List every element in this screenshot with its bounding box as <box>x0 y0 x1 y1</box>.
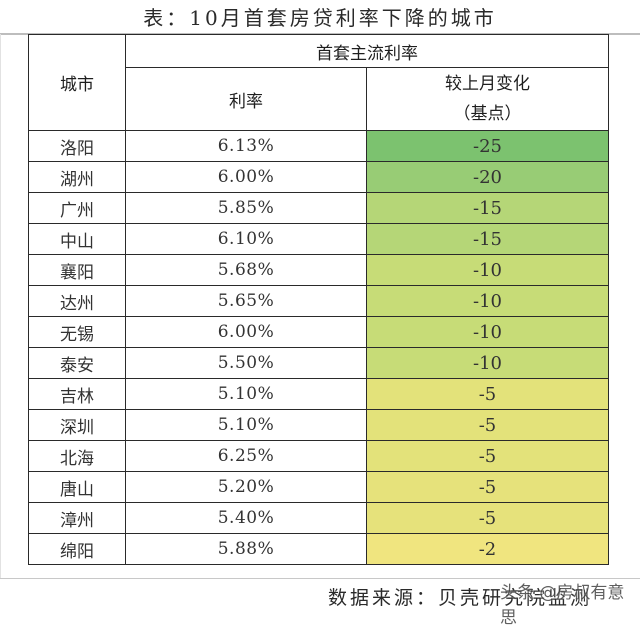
cell-city: 泰安 <box>28 347 126 379</box>
cell-city: 达州 <box>28 285 126 317</box>
cell-rate: 5.50% <box>125 347 367 379</box>
cell-change: -5 <box>366 502 609 534</box>
table-row: 中山 6.10% -15 <box>28 223 609 255</box>
cell-change: -5 <box>366 409 609 441</box>
table-row: 泰安 5.50% -10 <box>28 347 609 379</box>
table-row: 湖州 6.00% -20 <box>28 161 609 193</box>
cell-rate: 5.88% <box>125 533 367 565</box>
cell-rate: 5.68% <box>125 254 367 286</box>
cell-change: -2 <box>366 533 609 565</box>
cell-city: 中山 <box>28 223 126 255</box>
cell-rate: 6.10% <box>125 223 367 255</box>
source-note: 数据来源：贝壳研究院监测 <box>328 587 593 609</box>
cell-change: -10 <box>366 254 609 286</box>
cell-city: 北海 <box>28 440 126 472</box>
cell-change: -15 <box>366 192 609 224</box>
table-row: 达州 5.65% -10 <box>28 285 609 317</box>
table-row: 无锡 6.00% -10 <box>28 316 609 348</box>
rate-table: 城市 首套主流利率 利率 较上月变化 （基点） 洛阳 6.13% -25 湖州 6.00… <box>28 34 609 565</box>
cell-rate: 6.13% <box>125 130 367 162</box>
table-row: 漳州 5.40% -5 <box>28 502 609 534</box>
cell-rate: 5.10% <box>125 378 367 410</box>
cell-city: 无锡 <box>28 316 126 348</box>
cell-city: 洛阳 <box>28 130 126 162</box>
table-row: 广州 5.85% -15 <box>28 192 609 224</box>
cell-rate: 6.00% <box>125 316 367 348</box>
cell-change: -10 <box>366 316 609 348</box>
cell-change: -20 <box>366 161 609 193</box>
cell-city: 深圳 <box>28 409 126 441</box>
header-city: 城市 <box>28 34 126 131</box>
cell-rate: 6.25% <box>125 440 367 472</box>
cell-city: 襄阳 <box>28 254 126 286</box>
table-row: 北海 6.25% -5 <box>28 440 609 472</box>
cell-change: -15 <box>366 223 609 255</box>
cell-change: -5 <box>366 378 609 410</box>
cell-change: -25 <box>366 130 609 162</box>
cell-rate: 5.85% <box>125 192 367 224</box>
table-row: 吉林 5.10% -5 <box>28 378 609 410</box>
cell-rate: 5.10% <box>125 409 367 441</box>
table-row: 襄阳 5.68% -10 <box>28 254 609 286</box>
header-change-unit: （基点） <box>453 104 522 124</box>
cell-city: 吉林 <box>28 378 126 410</box>
cell-rate: 6.00% <box>125 161 367 193</box>
table-title: 表：10月首套房贷利率下降的城市 <box>143 6 497 30</box>
cell-city: 绵阳 <box>28 533 126 565</box>
header-group: 首套主流利率 <box>125 34 609 68</box>
cell-city: 漳州 <box>28 502 126 534</box>
cell-change: -10 <box>366 285 609 317</box>
cell-change: -5 <box>366 471 609 503</box>
cell-change: -5 <box>366 440 609 472</box>
header-rate: 利率 <box>125 67 367 131</box>
cell-rate: 5.20% <box>125 471 367 503</box>
bottom-divider <box>0 578 640 579</box>
table-row: 深圳 5.10% -5 <box>28 409 609 441</box>
watermark: 头条 @房叔有意思 <box>500 583 625 628</box>
table-row: 唐山 5.20% -5 <box>28 471 609 503</box>
left-edge <box>0 34 1 579</box>
cell-rate: 5.65% <box>125 285 367 317</box>
cell-city: 唐山 <box>28 471 126 503</box>
table-row: 洛阳 6.13% -25 <box>28 130 609 162</box>
cell-rate: 5.40% <box>125 502 367 534</box>
cell-change: -10 <box>366 347 609 379</box>
header-change-label: 较上月变化 <box>445 74 530 94</box>
cell-city: 广州 <box>28 192 126 224</box>
header-change: 较上月变化 （基点） <box>366 67 609 131</box>
cell-city: 湖州 <box>28 161 126 193</box>
table-row: 绵阳 5.88% -2 <box>28 533 609 565</box>
